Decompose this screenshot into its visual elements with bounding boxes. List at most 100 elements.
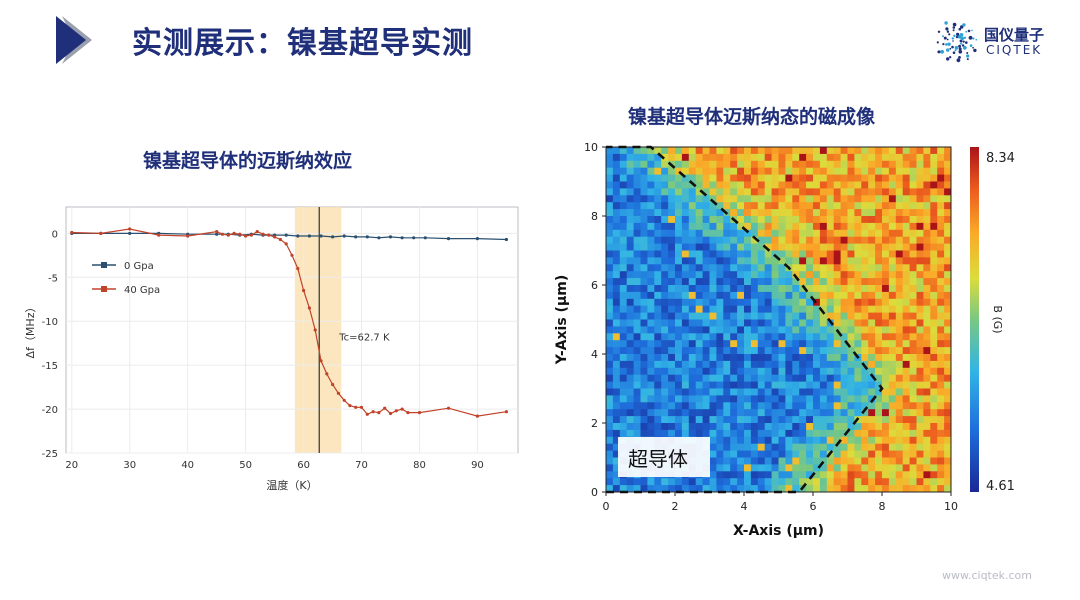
region-label-bg	[618, 437, 710, 477]
series-point	[319, 359, 323, 363]
series-point	[400, 236, 404, 240]
series-point	[244, 234, 248, 238]
y-tick-label: -20	[42, 405, 58, 416]
series-point	[388, 235, 393, 239]
series-point	[307, 306, 311, 310]
series-point	[342, 234, 346, 238]
series-point	[377, 411, 381, 415]
series-point	[99, 231, 103, 235]
region-label: 超导体	[628, 447, 688, 471]
y-tick-label: 10	[584, 141, 598, 154]
meissner-line-chart: 20 30 40 50 60 70 80 90 0 -5 -10 -15 -20 -25 Tc=62.7 K…	[24, 206, 519, 492]
series-point	[446, 237, 451, 241]
heatmap-cells	[606, 147, 952, 493]
series-point	[232, 231, 236, 235]
series-point	[504, 410, 508, 414]
swirl-dots-logo-icon	[936, 21, 978, 63]
series-point	[226, 233, 230, 237]
x-tick-label: 80	[413, 460, 426, 471]
line-chart-title: 镍基超导体的迈斯纳效应	[143, 150, 353, 172]
series-point	[284, 233, 288, 237]
series-point	[261, 232, 265, 236]
series-point	[313, 328, 317, 332]
x-tick-label: 0	[603, 500, 610, 513]
x-tick-label: 20	[65, 460, 78, 471]
series-point	[249, 233, 253, 237]
series-point	[302, 288, 306, 293]
y-axis-label: Y-Axis (μm)	[554, 275, 570, 365]
series-point	[157, 233, 161, 237]
colorbar-min-label: 4.61	[986, 479, 1015, 494]
series-point	[342, 398, 346, 402]
series-point	[388, 411, 393, 416]
series-point	[290, 253, 294, 257]
x-axis-label: X-Axis (μm)	[733, 523, 824, 539]
series-point	[128, 227, 132, 231]
x-tick-label: 10	[944, 500, 958, 513]
tc-label: Tc=62.7 K	[338, 333, 390, 344]
series-point	[325, 372, 329, 376]
logo-name-cn: 国仪量子	[984, 26, 1045, 44]
series-point	[296, 266, 300, 271]
y-tick-label: -10	[42, 317, 58, 328]
y-tick-label: -15	[42, 361, 58, 372]
series-point	[70, 230, 74, 235]
colorbar-max-label: 8.34	[986, 151, 1015, 166]
y-tick-label: 2	[591, 417, 598, 430]
y-tick-label: 0	[52, 229, 58, 240]
series-point	[406, 411, 410, 415]
x-tick-label: 8	[879, 500, 886, 513]
series-point	[267, 233, 271, 237]
series-point	[186, 234, 190, 238]
x-tick-label: 90	[471, 460, 484, 471]
y-tick-label: 8	[591, 210, 598, 223]
series-point	[504, 237, 508, 242]
series-point	[377, 236, 381, 240]
series-point	[446, 406, 451, 410]
heatmap-title: 镍基超导体迈斯纳态的磁成像	[628, 106, 876, 128]
x-tick-label: 70	[355, 460, 368, 471]
series-point	[278, 237, 282, 242]
legend-label: 0 Gpa	[124, 261, 154, 272]
plot-area	[65, 206, 519, 454]
y-axis-label: Δf（MHz）	[24, 302, 37, 359]
series-point	[348, 404, 352, 408]
slide-title: 实测展示：镍基超导实测	[132, 26, 473, 61]
series-point	[284, 242, 288, 246]
series-point	[220, 232, 225, 236]
logo-name-en: CIQTEK	[986, 43, 1043, 57]
series-point	[319, 234, 323, 238]
series-point	[215, 232, 219, 236]
series-point	[394, 409, 398, 413]
colorbar-label: B (G)	[991, 305, 1004, 333]
x-tick-label: 60	[297, 460, 310, 471]
series-point	[273, 235, 277, 239]
series-point	[215, 230, 219, 234]
footer-url: www.ciqtek.com	[941, 569, 1032, 582]
legend-marker	[101, 286, 107, 292]
series-point	[475, 414, 479, 418]
superconductor-boundary	[606, 145, 884, 494]
series-point	[331, 382, 335, 387]
y-tick-label: 4	[591, 348, 598, 361]
y-tick-label: 0	[591, 486, 598, 499]
x-tick-label: 4	[741, 500, 748, 513]
series-point	[255, 230, 259, 234]
x-tick-label: 2	[672, 500, 679, 513]
series-point	[128, 231, 132, 235]
x-tick-label: 50	[239, 460, 252, 471]
series-point	[400, 407, 404, 411]
x-tick-label: 30	[123, 460, 136, 471]
series-point	[475, 237, 479, 241]
x-axis-label: 温度（K）	[266, 478, 317, 492]
series-point	[331, 235, 335, 239]
y-tick-label: -5	[48, 273, 58, 284]
series-point	[296, 234, 300, 238]
series-point	[354, 405, 358, 409]
x-tick-label: 40	[181, 460, 194, 471]
series-point	[307, 234, 311, 238]
series-point	[354, 235, 358, 239]
header-triangle-icon	[56, 16, 92, 64]
legend-label: 40 Gpa	[124, 285, 160, 296]
y-tick-label: -25	[42, 449, 58, 460]
